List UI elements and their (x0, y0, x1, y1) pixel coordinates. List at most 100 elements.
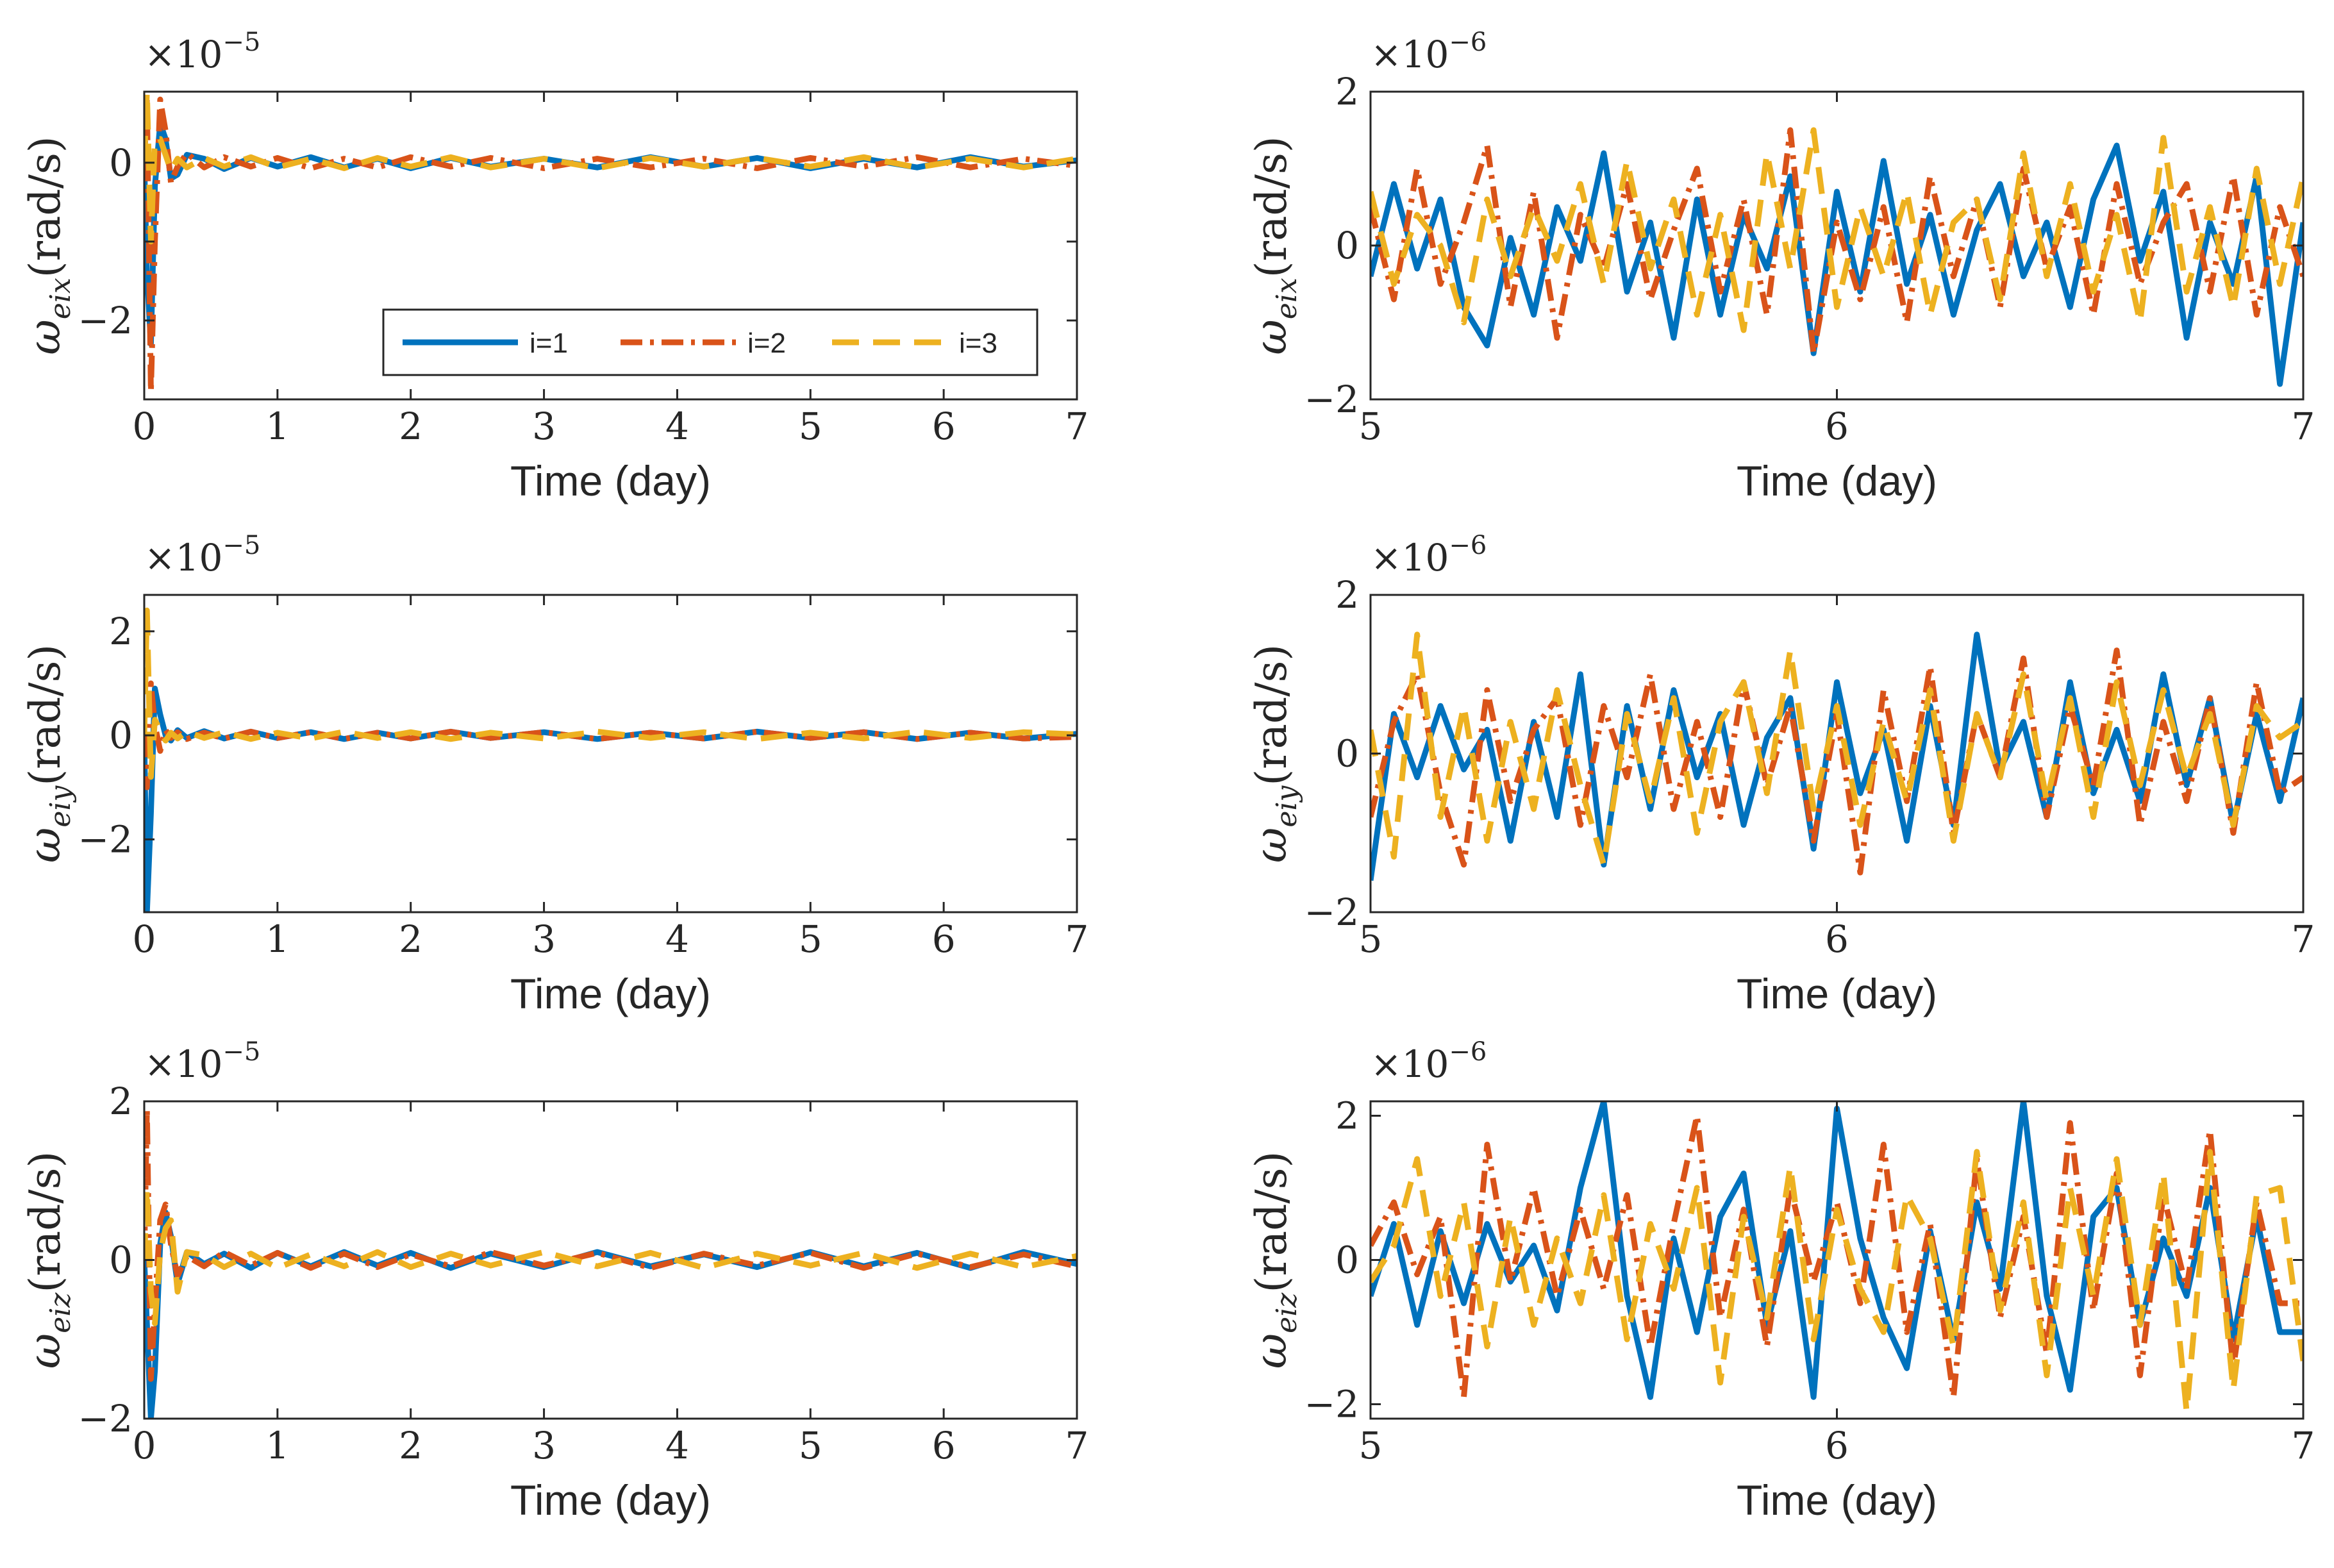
y-tick-label: −2 (78, 1397, 133, 1440)
x-tick-label: 2 (399, 405, 422, 448)
series-group (1371, 127, 2303, 387)
x-tick-label: 1 (265, 917, 289, 961)
x-tick-label: 3 (532, 405, 556, 448)
y-tick-label: −2 (1305, 378, 1360, 421)
legend: i=1 i=2 i=3 (382, 308, 1038, 376)
y-tick-label: 0 (109, 713, 133, 757)
x-tick-label: 4 (665, 917, 689, 961)
series-line-i2 (144, 96, 1077, 395)
x-axis-label: Time (day) (1737, 970, 1937, 1017)
panel-p22: 5 6 7 −2 0 2 ×10−6 Time (day) ωeiy(rad/s) (1246, 531, 2315, 1017)
x-tick-label: 2 (399, 917, 422, 961)
y-tick-label: 0 (109, 1239, 133, 1282)
y-axis-label: ωeix(rad/s) (20, 136, 77, 354)
y-axis-label: ωeix(rad/s) (1246, 136, 1303, 354)
axis-exponent: ×10−5 (144, 28, 260, 76)
x-tick-label: 7 (1065, 917, 1089, 961)
series-line-i3 (1371, 631, 2303, 868)
y-tick-label: −2 (1305, 1383, 1360, 1426)
series-line-i1 (1371, 631, 2303, 881)
x-tick-label: 5 (1359, 917, 1383, 961)
x-tick-label: 6 (932, 405, 956, 448)
x-tick-label: 3 (532, 917, 556, 961)
axis-exponent: ×10−6 (1371, 531, 1487, 580)
series-line-i3 (1371, 1149, 2303, 1415)
y-tick-label: 0 (1335, 224, 1359, 267)
x-tick-label: 0 (133, 1424, 156, 1467)
x-tick-label: 7 (2292, 405, 2315, 448)
series-group (1371, 1101, 2303, 1415)
x-tick-label: 3 (532, 1424, 556, 1467)
x-tick-label: 0 (133, 917, 156, 961)
x-tick-label: 5 (799, 405, 822, 448)
axes-frame (1369, 594, 2305, 913)
legend-label-i2: i=2 (747, 328, 786, 359)
series-line-i1 (144, 685, 1077, 912)
series-group (144, 92, 1077, 395)
series-line-i1 (1371, 142, 2303, 387)
axis-exponent: ×10−6 (1371, 28, 1487, 76)
x-tick-label: 0 (133, 405, 156, 448)
y-axis-label: ωeiy(rad/s) (20, 644, 77, 863)
legend-label-i1: i=1 (529, 328, 568, 359)
axes-frame (143, 594, 1078, 913)
y-tick-label: 2 (1335, 70, 1359, 113)
series-line-i2 (144, 1106, 1077, 1382)
y-tick-label: 2 (109, 610, 133, 653)
x-tick-label: 5 (1359, 1424, 1383, 1467)
x-axis-label: Time (day) (1737, 457, 1937, 505)
series-line-i3 (144, 1185, 1077, 1326)
panel-p32: 5 6 7 −2 0 2 ×10−6 Time (day) ωeiz(rad/s) (1246, 1037, 2315, 1524)
y-tick-label: −2 (78, 299, 133, 342)
panel-p11: 0 1 2 3 4 5 6 7 −2 0 ×10−5 Time (day) ωeix(rad/s) (20, 28, 1088, 505)
x-axis-label: Time (day) (510, 1476, 711, 1524)
x-tick-label: 6 (932, 1424, 956, 1467)
x-axis-label: Time (day) (510, 457, 711, 505)
series-line-i1 (144, 1209, 1077, 1419)
panel-p12: 5 6 7 −2 0 2 ×10−6 Time (day) ωeix(rad/s) (1246, 28, 2315, 505)
y-axis-label: ωeiz(rad/s) (1246, 1151, 1303, 1369)
series-group (1371, 631, 2303, 881)
y-tick-label: 2 (1335, 573, 1359, 617)
y-axis-label: ωeiy(rad/s) (1246, 644, 1303, 863)
x-tick-label: 6 (932, 917, 956, 961)
y-tick-label: −2 (1305, 890, 1360, 934)
x-tick-label: 5 (799, 1424, 822, 1467)
y-tick-label: 0 (1335, 732, 1359, 776)
y-tick-label: 2 (1335, 1094, 1359, 1138)
y-axis-label: ωeiz(rad/s) (20, 1151, 77, 1369)
axis-exponent: ×10−5 (144, 531, 260, 580)
y-tick-label: −2 (78, 817, 133, 861)
x-tick-label: 4 (665, 1424, 689, 1467)
x-tick-label: 6 (1825, 917, 1849, 961)
series-line-i3 (144, 92, 1077, 245)
x-tick-label: 7 (1065, 1424, 1089, 1467)
y-tick-label: 0 (109, 141, 133, 185)
series-line-i1 (1371, 1101, 2303, 1400)
series-line-i3 (1371, 127, 2303, 333)
x-tick-label: 1 (265, 1424, 289, 1467)
y-tick-label: 2 (109, 1080, 133, 1123)
x-tick-label: 7 (2292, 917, 2315, 961)
y-tick-label: 0 (1335, 1239, 1359, 1282)
series-group (144, 607, 1077, 912)
series-line-i2 (1371, 1113, 2303, 1400)
x-tick-label: 2 (399, 1424, 422, 1467)
x-tick-label: 5 (799, 917, 822, 961)
panel-p21: 0 1 2 3 4 5 6 7 −2 0 2 ×10−5 Time (day) ωeiy(rad/s) (20, 531, 1088, 1017)
x-tick-label: 6 (1825, 405, 1849, 448)
x-tick-label: 7 (2292, 1424, 2315, 1467)
legend-label-i3: i=3 (959, 328, 997, 359)
x-tick-label: 6 (1825, 1424, 1849, 1467)
x-tick-label: 5 (1359, 405, 1383, 448)
series-line-i3 (144, 607, 1077, 780)
x-axis-label: Time (day) (510, 970, 711, 1017)
x-tick-label: 7 (1065, 405, 1089, 448)
axes-frame (143, 90, 1078, 401)
x-tick-label: 1 (265, 405, 289, 448)
axes-frame (1369, 1100, 2305, 1420)
x-axis-label: Time (day) (1737, 1476, 1937, 1524)
series-group (144, 1106, 1077, 1419)
